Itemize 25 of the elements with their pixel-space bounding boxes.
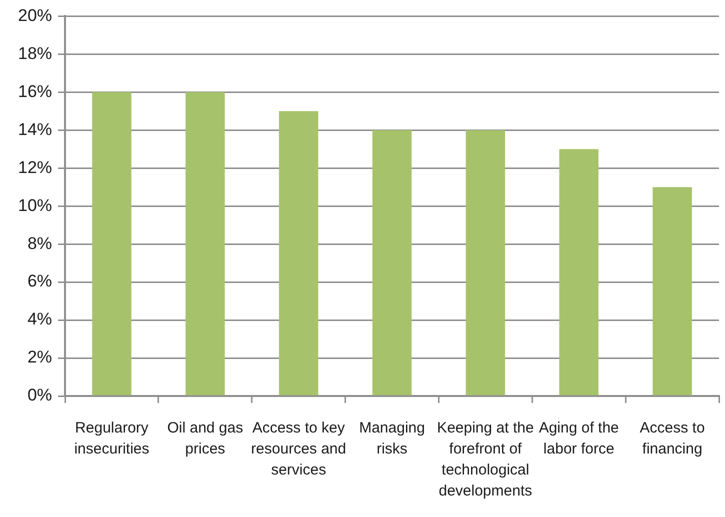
y-tick-label: 12% [18, 158, 52, 177]
bar [92, 92, 132, 396]
bar [559, 149, 598, 396]
x-tick-label: Regularory insecurities [74, 420, 150, 458]
bar [652, 187, 692, 396]
y-tick-label: 0% [27, 386, 52, 405]
bar [466, 130, 506, 396]
bar [372, 130, 412, 396]
x-tick-label: Managing risks [359, 420, 425, 458]
y-tick-label: 14% [18, 120, 52, 139]
bar [278, 111, 318, 396]
x-tick-label: Access to financing [640, 420, 705, 458]
bar [186, 92, 225, 396]
y-tick-label: 6% [27, 272, 52, 291]
y-tick-label: 4% [27, 310, 52, 329]
y-tick-label: 16% [18, 82, 52, 101]
y-tick-label: 18% [18, 44, 52, 63]
y-tick-label: 20% [18, 6, 52, 25]
x-tick-label: Oil and gas prices [167, 420, 244, 458]
y-tick-label: 2% [27, 348, 52, 367]
y-tick-label: 8% [27, 234, 52, 253]
x-tick-label: Access to key resources and services [251, 420, 346, 479]
x-tick-label: Keeping at the forefront of technological developments [437, 420, 534, 500]
x-tick-label: Aging of the labor force [538, 420, 619, 458]
y-tick-label: 10% [18, 196, 52, 215]
